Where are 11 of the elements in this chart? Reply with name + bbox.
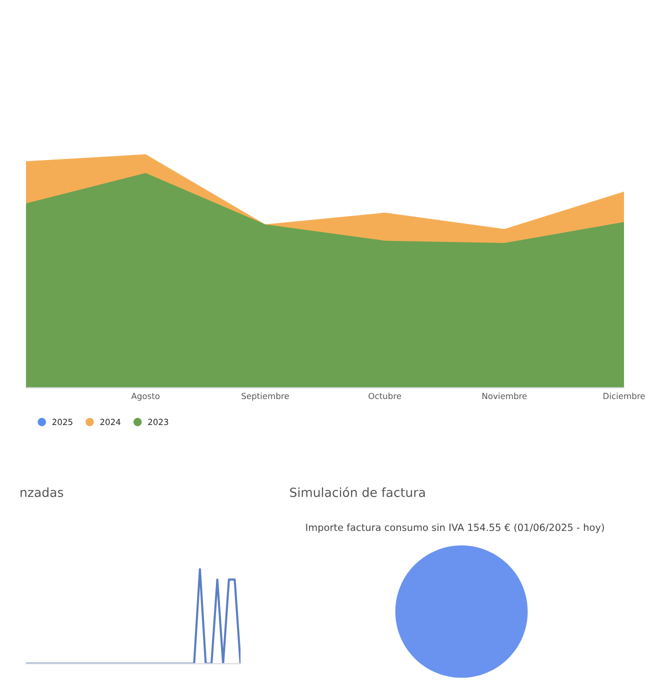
- x-tick-label: Octubre: [368, 392, 402, 400]
- x-tick-label: Noviembre: [482, 392, 527, 400]
- legend-label: 2025: [52, 418, 72, 426]
- chart-title: nzadas: [20, 487, 64, 498]
- x-tick-label: Septiembre: [242, 392, 289, 401]
- legend-label: 2023: [148, 418, 168, 426]
- chart-subtitle: Importe factura consumo sin IVA 154.55 € (01/06/2025 - hoy): [306, 523, 604, 533]
- legend-label: 2024: [100, 418, 120, 426]
- x-tick-label: Diciembre: [604, 392, 645, 400]
- x-tick-label: Agosto: [131, 392, 160, 401]
- chart-title: Simulación de factura: [290, 486, 425, 498]
